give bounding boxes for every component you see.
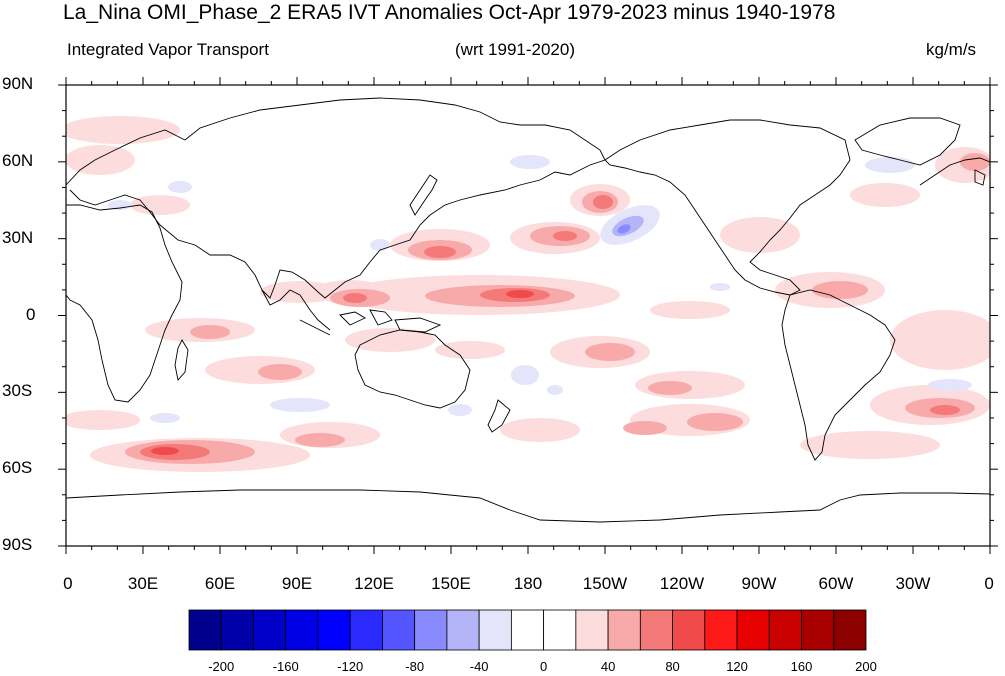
y-tick-label: 60S <box>2 458 33 478</box>
map-frame <box>65 84 991 547</box>
variable-label: Integrated Vapor Transport <box>67 40 269 59</box>
colorbar-swatch <box>607 609 641 651</box>
colorbar-swatch <box>446 609 480 651</box>
x-tick-label: 60E <box>204 574 236 593</box>
colorbar-swatch <box>510 609 545 651</box>
colorbar-swatch <box>478 609 512 651</box>
colorbar-swatch <box>349 609 383 651</box>
colorbar-swatch <box>672 609 706 651</box>
y-tick-label: 30N <box>2 227 34 247</box>
colorbar-label: 120 <box>726 659 748 674</box>
units-label: kg/m/s <box>926 40 977 59</box>
y-tick-label: 90N <box>2 74 34 93</box>
colorbar-swatch <box>575 609 609 651</box>
colorbar-swatch <box>801 609 835 651</box>
colorbar-swatch <box>639 609 673 651</box>
colorbar-label: -200 <box>208 659 235 674</box>
axis-ticks <box>58 77 998 554</box>
x-tick-label: 0 <box>63 574 73 593</box>
x-tick-label: 90W <box>741 574 777 593</box>
y-tick-label: 90S <box>2 535 33 554</box>
x-tick-label: 150E <box>431 574 471 593</box>
y-tick-label: 0 <box>26 304 36 324</box>
map-title: La_Nina OMI_Phase_2 ERA5 IVT Anomalies O… <box>63 1 836 24</box>
x-tick-label: 60W <box>818 574 854 593</box>
x-tick-label: 90E <box>281 574 313 593</box>
x-tick-label: 30E <box>127 574 159 593</box>
colorbar-label: -160 <box>272 659 299 674</box>
colorbar-swatch <box>253 609 287 651</box>
x-tick-label: 120W <box>659 574 705 593</box>
x-tick-label: 30W <box>895 574 931 593</box>
colorbar-swatch <box>414 609 448 651</box>
x-tick-label: 0 <box>984 574 994 593</box>
colorbar-swatch <box>543 609 577 651</box>
anomaly-field <box>66 116 990 472</box>
colorbar-label: 160 <box>790 659 813 674</box>
colorbar-swatch <box>220 609 254 651</box>
colorbar-swatch <box>768 609 802 651</box>
colorbar-swatch <box>382 609 416 651</box>
x-tick-label: 120E <box>354 574 394 593</box>
colorbar-label: 0 <box>539 659 548 674</box>
y-tick-label: 30S <box>2 381 33 401</box>
coastlines <box>66 97 990 523</box>
colorbar-swatch <box>833 609 867 651</box>
x-tick-label: 150W <box>582 574 628 593</box>
colorbar-label: 80 <box>665 659 680 674</box>
colorbar-label: -80 <box>405 659 425 674</box>
colorbar-label: 40 <box>600 659 616 674</box>
colorbar-label: -120 <box>337 659 364 674</box>
x-tick-label: 180 <box>513 574 543 593</box>
colorbar-swatch <box>188 609 222 651</box>
reference-period-label: (wrt 1991-2020) <box>455 40 576 59</box>
colorbar-swatch <box>736 609 770 651</box>
colorbar <box>188 609 867 651</box>
colorbar-label: -40 <box>469 659 489 674</box>
colorbar-label: 200 <box>855 659 877 674</box>
colorbar-swatch <box>285 609 319 651</box>
y-tick-label: 60N <box>2 150 34 170</box>
colorbar-swatch <box>704 609 738 651</box>
colorbar-swatch <box>317 609 351 651</box>
